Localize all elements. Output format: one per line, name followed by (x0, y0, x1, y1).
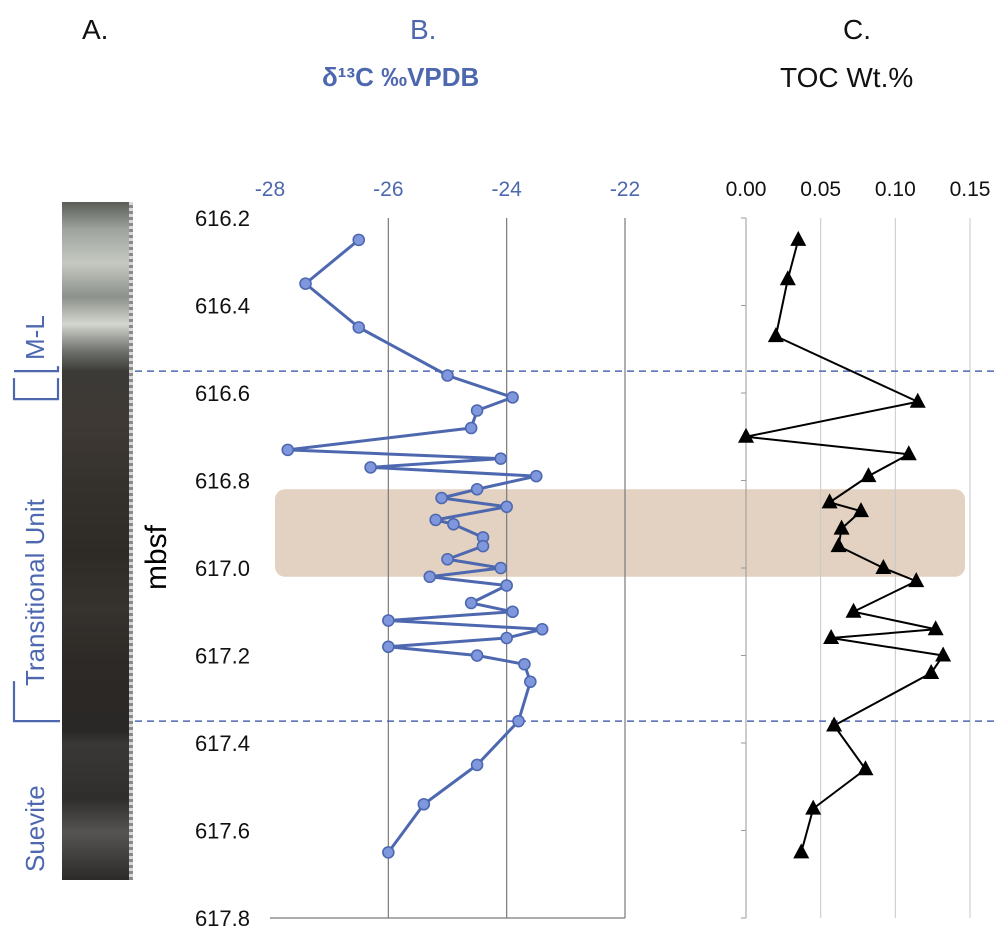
y-tick-label: 617.0 (195, 556, 250, 581)
y-tick-label: 616.4 (195, 294, 250, 319)
toc-point (793, 843, 810, 859)
d13c-point (429, 513, 442, 527)
d13c-x-tick-label: -22 (610, 178, 640, 201)
toc-point (826, 716, 843, 732)
toc-x-tick-label: 0.05 (800, 178, 841, 201)
y-tick-label: 616.2 (195, 206, 250, 231)
d13c-point (500, 579, 513, 592)
panel-c-title: TOC Wt.% (780, 62, 914, 93)
d13c-point (494, 561, 508, 575)
toc-point (923, 664, 940, 679)
unit-label-suevite: Suevite (20, 785, 50, 872)
d13c-point (500, 631, 513, 645)
panel-a-letter: A. (82, 14, 109, 45)
d13c-point (512, 714, 525, 728)
unit-label-transitional: Transitional Unit (20, 499, 50, 686)
core-ruler (129, 202, 133, 880)
panel-b-title: δ¹³C ‰VPDB (322, 62, 480, 92)
d13c-point (382, 640, 395, 654)
panel-b-letter: B. (410, 14, 437, 45)
tick-labels: -28 -26 -24 -22 616.2 616.4 616.6 616.8 617.0 617… (195, 178, 991, 928)
toc-series (738, 230, 952, 859)
d13c-point (464, 596, 478, 610)
toc-point (738, 427, 754, 443)
toc-point (823, 629, 840, 644)
d13c-point (464, 421, 478, 435)
d13c-point (535, 622, 549, 636)
unit-label-ml: M-L (20, 315, 50, 360)
d13c-point (470, 758, 484, 772)
toc-point (852, 502, 869, 518)
toc-point (935, 646, 952, 662)
transitional-bracket-bottom (12, 681, 60, 723)
toc-line (745, 239, 945, 853)
d13c-point (470, 649, 484, 662)
y-tick-label: 617.8 (195, 906, 250, 928)
toc-point (927, 620, 944, 636)
d13c-point (364, 461, 377, 474)
toc-grid (741, 217, 971, 919)
toc-point (833, 519, 850, 535)
d13c-point (470, 404, 484, 417)
transitional-bracket-top (12, 378, 60, 401)
toc-x-tick-label: 0.00 (726, 178, 767, 201)
toc-x-tick-label: 0.15 (950, 178, 991, 201)
d13c-point (506, 391, 519, 404)
d13c-point (447, 517, 460, 531)
y-tick-label: 617.4 (195, 731, 250, 756)
d13c-x-tick-label: -24 (491, 178, 522, 201)
panel-c-letter: C. (843, 14, 871, 45)
ml-bracket (14, 366, 60, 373)
toc-point (779, 270, 796, 286)
d13c-point (382, 614, 395, 627)
toc-point (805, 799, 822, 815)
highlight-band (275, 489, 965, 577)
d13c-x-tick-label: -26 (373, 178, 403, 201)
d13c-point (352, 233, 366, 247)
toc-point (875, 559, 892, 574)
d13c-point (500, 500, 513, 514)
d13c-point (494, 452, 508, 465)
toc-x-tick-label: 0.10 (875, 178, 916, 201)
toc-point (845, 602, 862, 618)
toc-point (860, 467, 877, 483)
d13c-point (417, 797, 431, 811)
d13c-point (441, 369, 454, 382)
toc-point (790, 230, 807, 246)
d13c-point (524, 675, 537, 689)
y-tick-label: 617.2 (195, 644, 250, 669)
toc-point (909, 392, 926, 408)
y-tick-label: 617.6 (195, 819, 250, 844)
toc-point (900, 445, 917, 461)
d13c-point (441, 552, 454, 566)
y-tick-label: 616.6 (195, 381, 250, 406)
d13c-point (281, 443, 295, 457)
d13c-point (529, 469, 543, 483)
core-photo (62, 202, 132, 880)
unit-brackets (12, 366, 60, 723)
d13c-point (506, 605, 519, 619)
d13c-point (423, 570, 437, 584)
d13c-series (281, 233, 549, 859)
d13c-point (470, 482, 484, 496)
d13c-point (518, 657, 531, 671)
d13c-point (299, 277, 312, 290)
toc-point (908, 572, 925, 588)
d13c-point (476, 539, 490, 553)
y-axis-label: mbsf (140, 524, 173, 590)
toc-point (857, 760, 874, 776)
d13c-point (352, 321, 366, 334)
toc-point (821, 493, 838, 509)
d13c-point (382, 846, 395, 859)
d13c-point (435, 491, 448, 505)
y-tick-label: 616.8 (195, 469, 250, 494)
toc-point (830, 537, 847, 553)
d13c-x-tick-label: -28 (255, 178, 285, 201)
toc-point (767, 327, 784, 343)
